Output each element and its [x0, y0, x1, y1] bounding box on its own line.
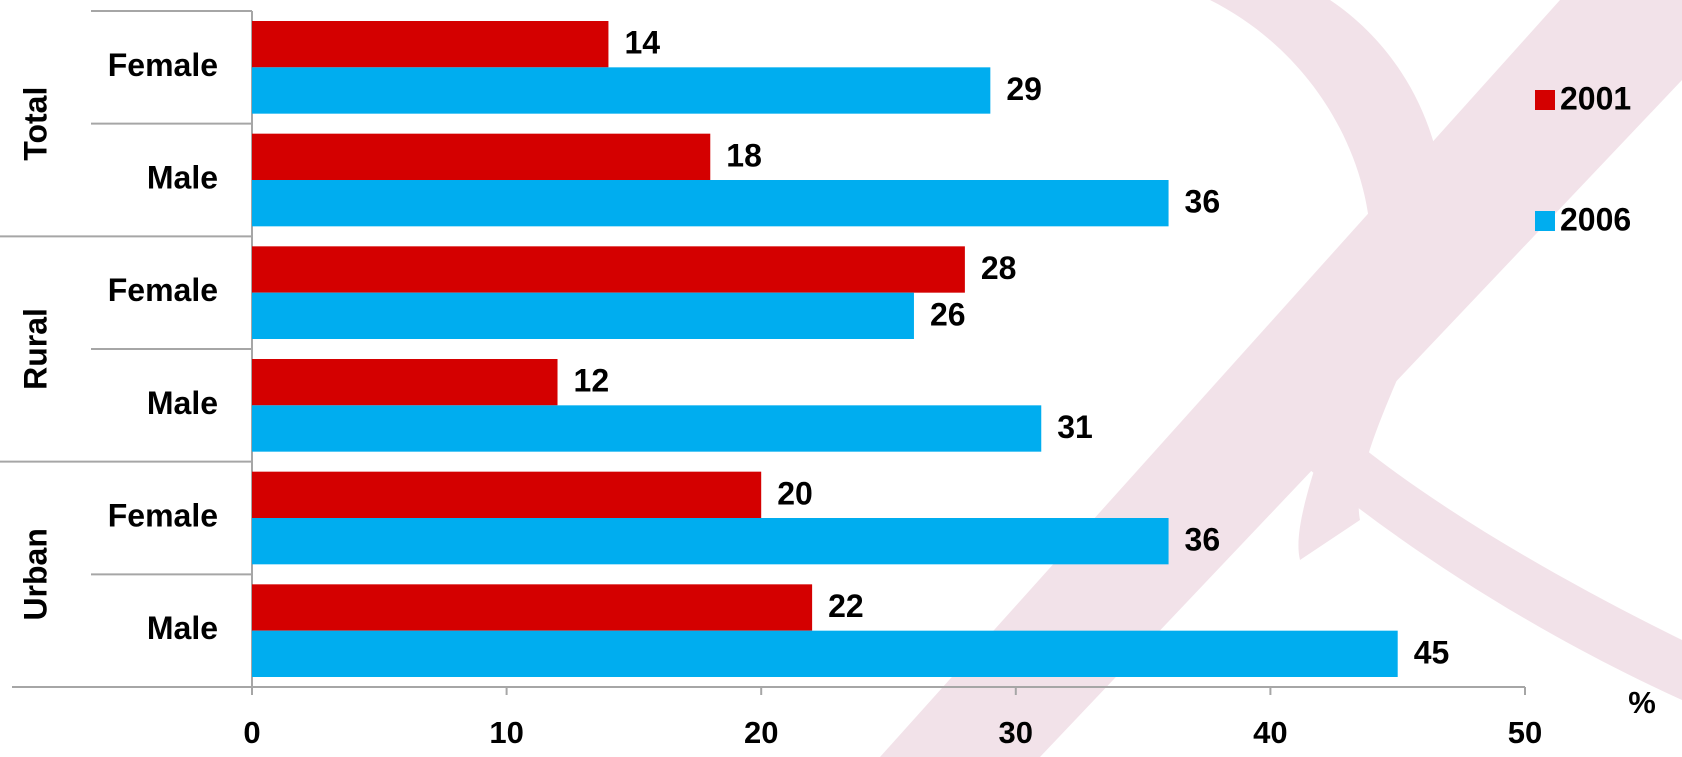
bar: [252, 246, 965, 293]
bar: [252, 584, 813, 631]
group-label: Total: [17, 87, 53, 161]
x-tick-label: 10: [489, 715, 523, 750]
bar: [252, 67, 991, 114]
category-label: Male: [147, 159, 218, 195]
x-tick-label: 20: [744, 715, 778, 750]
legend-label: 2001: [1560, 80, 1631, 116]
value-label: 22: [828, 588, 864, 624]
value-label: 36: [1185, 522, 1221, 558]
legend-label: 2006: [1560, 201, 1631, 237]
bar: [252, 133, 711, 180]
bar: [252, 630, 1398, 677]
bar: [252, 518, 1169, 565]
group-label: Rural: [17, 308, 53, 390]
category-label: Male: [147, 385, 218, 421]
bar: [252, 180, 1169, 227]
legend-swatch: [1535, 90, 1555, 110]
value-label: 20: [777, 475, 813, 511]
value-label: 36: [1185, 184, 1221, 220]
category-label: Female: [108, 272, 218, 308]
bar: [252, 292, 914, 339]
bar: [252, 359, 558, 406]
bar: [252, 405, 1042, 452]
category-label: Female: [108, 497, 218, 533]
ribbon-decoration: [880, 0, 1682, 757]
x-tick-label: 40: [1253, 715, 1287, 750]
x-tick-label: 50: [1508, 715, 1542, 750]
value-label: 26: [930, 296, 966, 332]
value-label: 29: [1006, 71, 1042, 107]
value-label: 18: [726, 137, 762, 173]
bar: [252, 21, 609, 68]
value-label: 14: [624, 25, 660, 61]
bar: [252, 471, 762, 518]
value-label: 31: [1057, 409, 1093, 445]
value-label: 45: [1414, 634, 1450, 670]
category-label: Male: [147, 610, 218, 646]
value-label: 28: [981, 250, 1017, 286]
group-label: Urban: [17, 528, 53, 620]
legend-swatch: [1535, 211, 1555, 231]
category-label: Female: [108, 47, 218, 83]
value-label: 12: [574, 363, 610, 399]
x-tick-label: 0: [243, 715, 260, 750]
x-tick-label: 30: [999, 715, 1033, 750]
x-axis-label: %: [1628, 685, 1656, 720]
